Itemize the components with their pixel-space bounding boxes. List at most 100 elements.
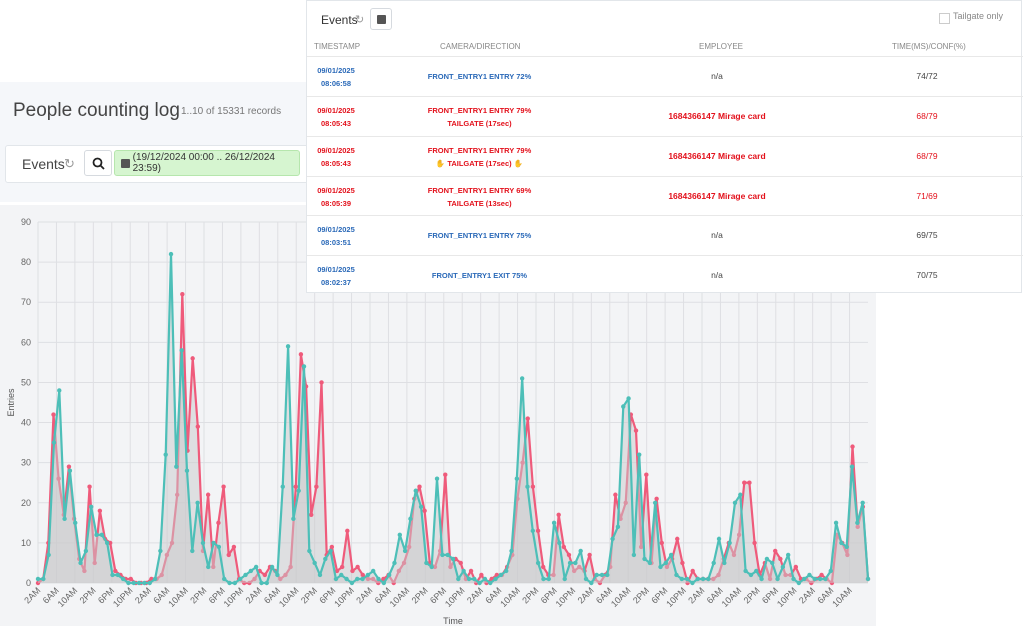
timestamp-cell[interactable]: 09/01/2025 08:05:43 <box>314 144 358 170</box>
data-point <box>791 576 796 582</box>
timestamp-cell[interactable]: 09/01/2025 08:05:39 <box>314 184 358 210</box>
data-point <box>860 500 865 505</box>
camera-cell: FRONT_ENTRY1 EXIT 75% <box>397 269 562 282</box>
data-point <box>535 560 541 566</box>
camera-direction: FRONT_ENTRY1 ENTRY 75% <box>427 231 532 240</box>
search-button[interactable] <box>84 150 112 176</box>
employee-cell: 1684366147 Mirage card <box>668 191 766 201</box>
data-point <box>742 480 747 485</box>
data-point <box>350 568 355 574</box>
data-point <box>793 564 799 570</box>
data-point <box>801 576 807 582</box>
data-point <box>525 416 530 421</box>
column-header-metric[interactable]: TIME(MS)/CONF(%) <box>892 42 966 51</box>
column-header-timestamp[interactable]: TIMESTAMP <box>314 42 361 51</box>
data-point <box>519 376 525 381</box>
data-point <box>179 348 184 353</box>
data-point <box>727 540 732 546</box>
table-row[interactable]: 09/01/2025 08:05:39 FRONT_ENTRY1 ENTRY 69%… <box>307 176 1023 217</box>
data-point <box>309 512 314 518</box>
data-point <box>87 484 92 489</box>
data-point <box>136 580 142 586</box>
data-point <box>376 576 381 582</box>
calendar-icon <box>376 14 386 24</box>
table-row[interactable]: 09/01/2025 08:02:37 FRONT_ENTRY1 EXIT 75% n… <box>307 255 1023 296</box>
x-tick-label: 2AM <box>22 585 42 605</box>
y-tick-label: 90 <box>21 217 31 227</box>
camera-cell: FRONT_ENTRY1 ENTRY 79% ✋ TAILGATE (17sec)… <box>397 144 562 170</box>
employee-cell: n/a <box>711 230 723 240</box>
table-row[interactable]: 09/01/2025 08:06:58 FRONT_ENTRY1 ENTRY 72%… <box>307 56 1023 97</box>
data-point <box>509 548 514 554</box>
calendar-icon <box>121 158 130 168</box>
data-point <box>578 548 583 554</box>
refresh-icon[interactable]: ↻ <box>355 14 365 26</box>
tailgate-text: TAILGATE (17sec) <box>447 159 512 168</box>
data-point <box>57 388 62 393</box>
table-row[interactable]: 09/01/2025 08:03:51 FRONT_ENTRY1 ENTRY 75%… <box>307 215 1023 256</box>
data-point <box>104 540 110 546</box>
data-point <box>654 496 659 501</box>
refresh-icon[interactable]: ↻ <box>64 156 75 171</box>
data-point <box>621 404 626 409</box>
data-point <box>190 548 195 554</box>
data-point <box>243 572 248 578</box>
data-point <box>232 580 238 586</box>
data-point <box>147 580 152 586</box>
data-point <box>152 576 158 582</box>
calendar-button[interactable] <box>370 8 392 30</box>
date-range-button[interactable]: (19/12/2024 00:00 .. 26/12/2024 23:59) <box>114 150 300 176</box>
table-row[interactable]: 09/01/2025 08:05:43 FRONT_ENTRY1 ENTRY 79%… <box>307 136 1023 177</box>
data-point <box>445 552 450 558</box>
data-point <box>807 572 812 578</box>
timestamp-time: 08:02:37 <box>320 278 352 287</box>
data-point <box>530 528 536 534</box>
data-point <box>752 540 757 546</box>
tailgate-only-checkbox[interactable] <box>939 13 950 24</box>
data-point <box>850 444 855 449</box>
x-tick-label: 2AM <box>686 585 706 605</box>
data-point <box>78 560 83 566</box>
data-point <box>525 484 530 489</box>
data-point <box>397 532 402 538</box>
data-point <box>184 468 190 473</box>
x-tick-label: 2AM <box>797 585 817 605</box>
data-point <box>296 488 301 493</box>
table-row[interactable]: 09/01/2025 08:05:43 FRONT_ENTRY1 ENTRY 79%… <box>307 96 1023 137</box>
x-tick-label: 10AM <box>388 585 412 609</box>
timestamp-cell[interactable]: 09/01/2025 08:03:51 <box>314 223 358 249</box>
data-point <box>253 564 259 570</box>
page-title: People counting log <box>13 100 180 121</box>
data-point <box>796 580 802 586</box>
camera-direction: FRONT_ENTRY1 ENTRY 79% <box>427 146 532 155</box>
timestamp-date: 09/01/2025 <box>317 186 355 195</box>
data-point <box>107 540 113 546</box>
y-axis-title: Entries <box>6 388 16 417</box>
data-point <box>551 520 557 526</box>
data-point <box>66 464 72 469</box>
timestamp-cell[interactable]: 09/01/2025 08:02:37 <box>314 263 358 289</box>
data-point <box>269 564 275 570</box>
timestamp-cell[interactable]: 09/01/2025 08:05:43 <box>314 104 358 130</box>
data-point <box>424 560 429 566</box>
data-point <box>493 576 498 582</box>
timestamp-cell[interactable]: 09/01/2025 08:06:58 <box>314 64 358 90</box>
data-point <box>195 500 200 505</box>
data-point <box>764 556 770 562</box>
data-point <box>819 572 824 578</box>
y-tick-label: 70 <box>21 297 31 307</box>
data-point <box>567 560 573 566</box>
column-header-camera[interactable]: CAMERA/DIRECTION <box>440 42 521 51</box>
data-point <box>615 524 621 530</box>
metric-cell: 68/79 <box>916 151 938 161</box>
data-point <box>360 576 365 582</box>
data-point <box>833 520 839 526</box>
column-header-employee[interactable]: EMPLOYEE <box>699 42 744 51</box>
data-point <box>828 568 833 574</box>
x-tick-label: 10AM <box>56 585 80 609</box>
data-point <box>637 452 642 457</box>
data-point <box>190 356 195 361</box>
data-point <box>644 472 649 477</box>
data-point <box>468 568 474 574</box>
timestamp-time: 08:05:43 <box>320 159 352 168</box>
